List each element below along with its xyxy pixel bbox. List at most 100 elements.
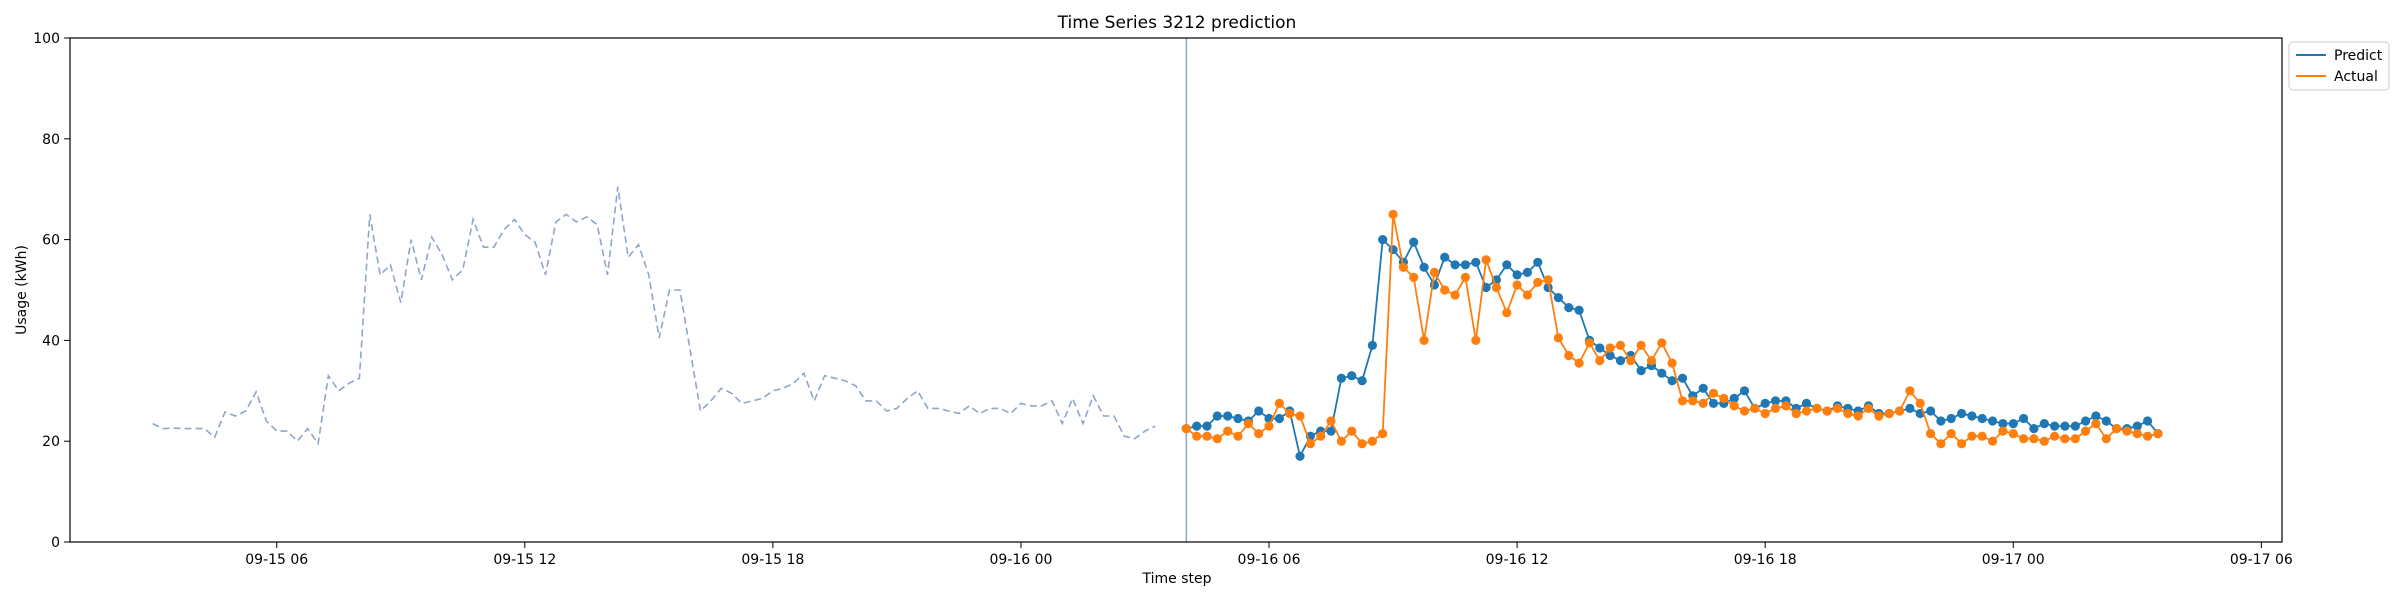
x-tick-label: 09-15 06: [245, 552, 308, 568]
data-point-predict: [1388, 245, 1398, 255]
data-point-predict: [1471, 257, 1481, 267]
x-tick-label: 09-17 06: [2230, 552, 2293, 568]
data-point-actual: [2143, 431, 2153, 441]
data-point-predict: [1212, 411, 1222, 421]
data-point-predict: [2101, 416, 2111, 426]
history-line: [152, 186, 1156, 446]
data-point-actual: [1450, 290, 1460, 300]
data-point-actual: [1388, 209, 1398, 219]
data-point-actual: [1812, 403, 1822, 413]
data-point-actual: [1801, 406, 1812, 416]
data-point-actual: [1233, 431, 1243, 441]
data-point-predict: [1192, 421, 1202, 431]
data-point-predict: [1481, 282, 1491, 293]
series-actual: [1181, 209, 2163, 449]
data-point-predict: [1522, 267, 1532, 277]
data-point-actual: [1564, 350, 1574, 361]
data-point-actual: [1254, 429, 1264, 439]
data-point-actual: [1491, 282, 1501, 293]
data-point-actual: [1336, 436, 1346, 446]
data-point-predict: [1729, 393, 1739, 403]
data-point-actual: [1502, 308, 1512, 318]
data-point-predict: [1274, 413, 1284, 424]
x-tick-label: 09-16 06: [1238, 552, 1301, 568]
data-point-actual: [1626, 356, 1636, 366]
data-point-actual: [1739, 406, 1750, 416]
data-point-predict: [1347, 371, 1357, 381]
data-point-actual: [1874, 411, 1884, 421]
data-point-actual: [2029, 434, 2039, 444]
data-point-predict: [1708, 398, 1719, 408]
data-point-actual: [2070, 434, 2080, 444]
data-point-predict: [2029, 424, 2039, 434]
data-point-predict: [1988, 416, 1998, 426]
data-point-actual: [1926, 429, 1936, 439]
data-point-actual: [2060, 434, 2070, 444]
data-point-predict: [1801, 398, 1812, 408]
data-point-actual: [1543, 275, 1553, 285]
data-point-actual: [1615, 340, 1626, 350]
data-point-predict: [1233, 413, 1243, 424]
data-point-actual: [1440, 285, 1450, 295]
data-point-actual: [1553, 333, 1563, 343]
data-point-actual: [1357, 439, 1367, 449]
data-point-predict: [1295, 451, 1305, 461]
data-point-actual: [2112, 424, 2122, 434]
data-point-actual: [1729, 401, 1739, 411]
data-point-predict: [1502, 260, 1512, 270]
data-point-actual: [1719, 393, 1729, 403]
data-point-predict: [1254, 406, 1264, 416]
data-point-actual: [1595, 356, 1605, 366]
data-point-actual: [1264, 421, 1274, 431]
data-point-actual: [1378, 429, 1388, 439]
data-point-actual: [2132, 429, 2142, 439]
data-point-actual: [1419, 335, 1429, 345]
data-point-actual: [2019, 434, 2029, 444]
data-point-actual: [1977, 431, 1987, 441]
data-point-predict: [1574, 305, 1584, 315]
data-point-actual: [1636, 340, 1646, 350]
data-point-predict: [1657, 368, 1667, 378]
data-point-actual: [1295, 411, 1305, 421]
y-tick-label: 100: [33, 31, 60, 47]
legend: Predict Actual: [2288, 41, 2390, 91]
data-point-predict: [1450, 260, 1460, 270]
data-point-actual: [1667, 358, 1677, 368]
data-point-predict: [1770, 396, 1781, 406]
data-point-actual: [1677, 396, 1688, 406]
data-point-actual: [1584, 338, 1595, 348]
x-axis-title: Time step: [1142, 571, 1212, 587]
data-point-predict: [2050, 421, 2060, 431]
data-point-actual: [1274, 398, 1284, 408]
data-point-predict: [1905, 403, 1915, 413]
data-point-predict: [1957, 408, 1967, 419]
data-point-predict: [1977, 413, 1987, 424]
data-point-predict: [1564, 303, 1574, 313]
y-axis: 0 20 40 60 80 100: [33, 31, 70, 551]
x-tick-label: 09-16 18: [1734, 552, 1797, 568]
data-point-predict: [1946, 413, 1956, 424]
data-point-actual: [1946, 429, 1956, 439]
data-point-predict: [1202, 421, 1212, 431]
data-point-predict: [2008, 419, 2018, 429]
data-point-predict: [1615, 356, 1626, 366]
y-axis-title: Usage (kWh): [14, 245, 30, 335]
data-point-actual: [1915, 398, 1925, 408]
data-point-actual: [1326, 416, 1336, 426]
y-tick-label: 80: [42, 132, 60, 148]
data-point-actual: [1202, 431, 1212, 441]
data-point-predict: [1512, 270, 1522, 280]
data-point-actual: [1181, 424, 1191, 434]
data-point-actual: [1760, 408, 1770, 419]
data-point-actual: [2050, 431, 2060, 441]
data-point-predict: [2091, 411, 2101, 421]
data-point-actual: [2081, 426, 2091, 436]
data-point-actual: [1429, 267, 1439, 277]
data-point-actual: [1316, 431, 1326, 441]
data-point-actual: [1688, 396, 1698, 406]
data-point-predict: [1698, 383, 1708, 393]
data-point-actual: [1832, 403, 1843, 413]
data-point-predict: [1760, 398, 1770, 408]
data-point-actual: [1781, 401, 1791, 411]
